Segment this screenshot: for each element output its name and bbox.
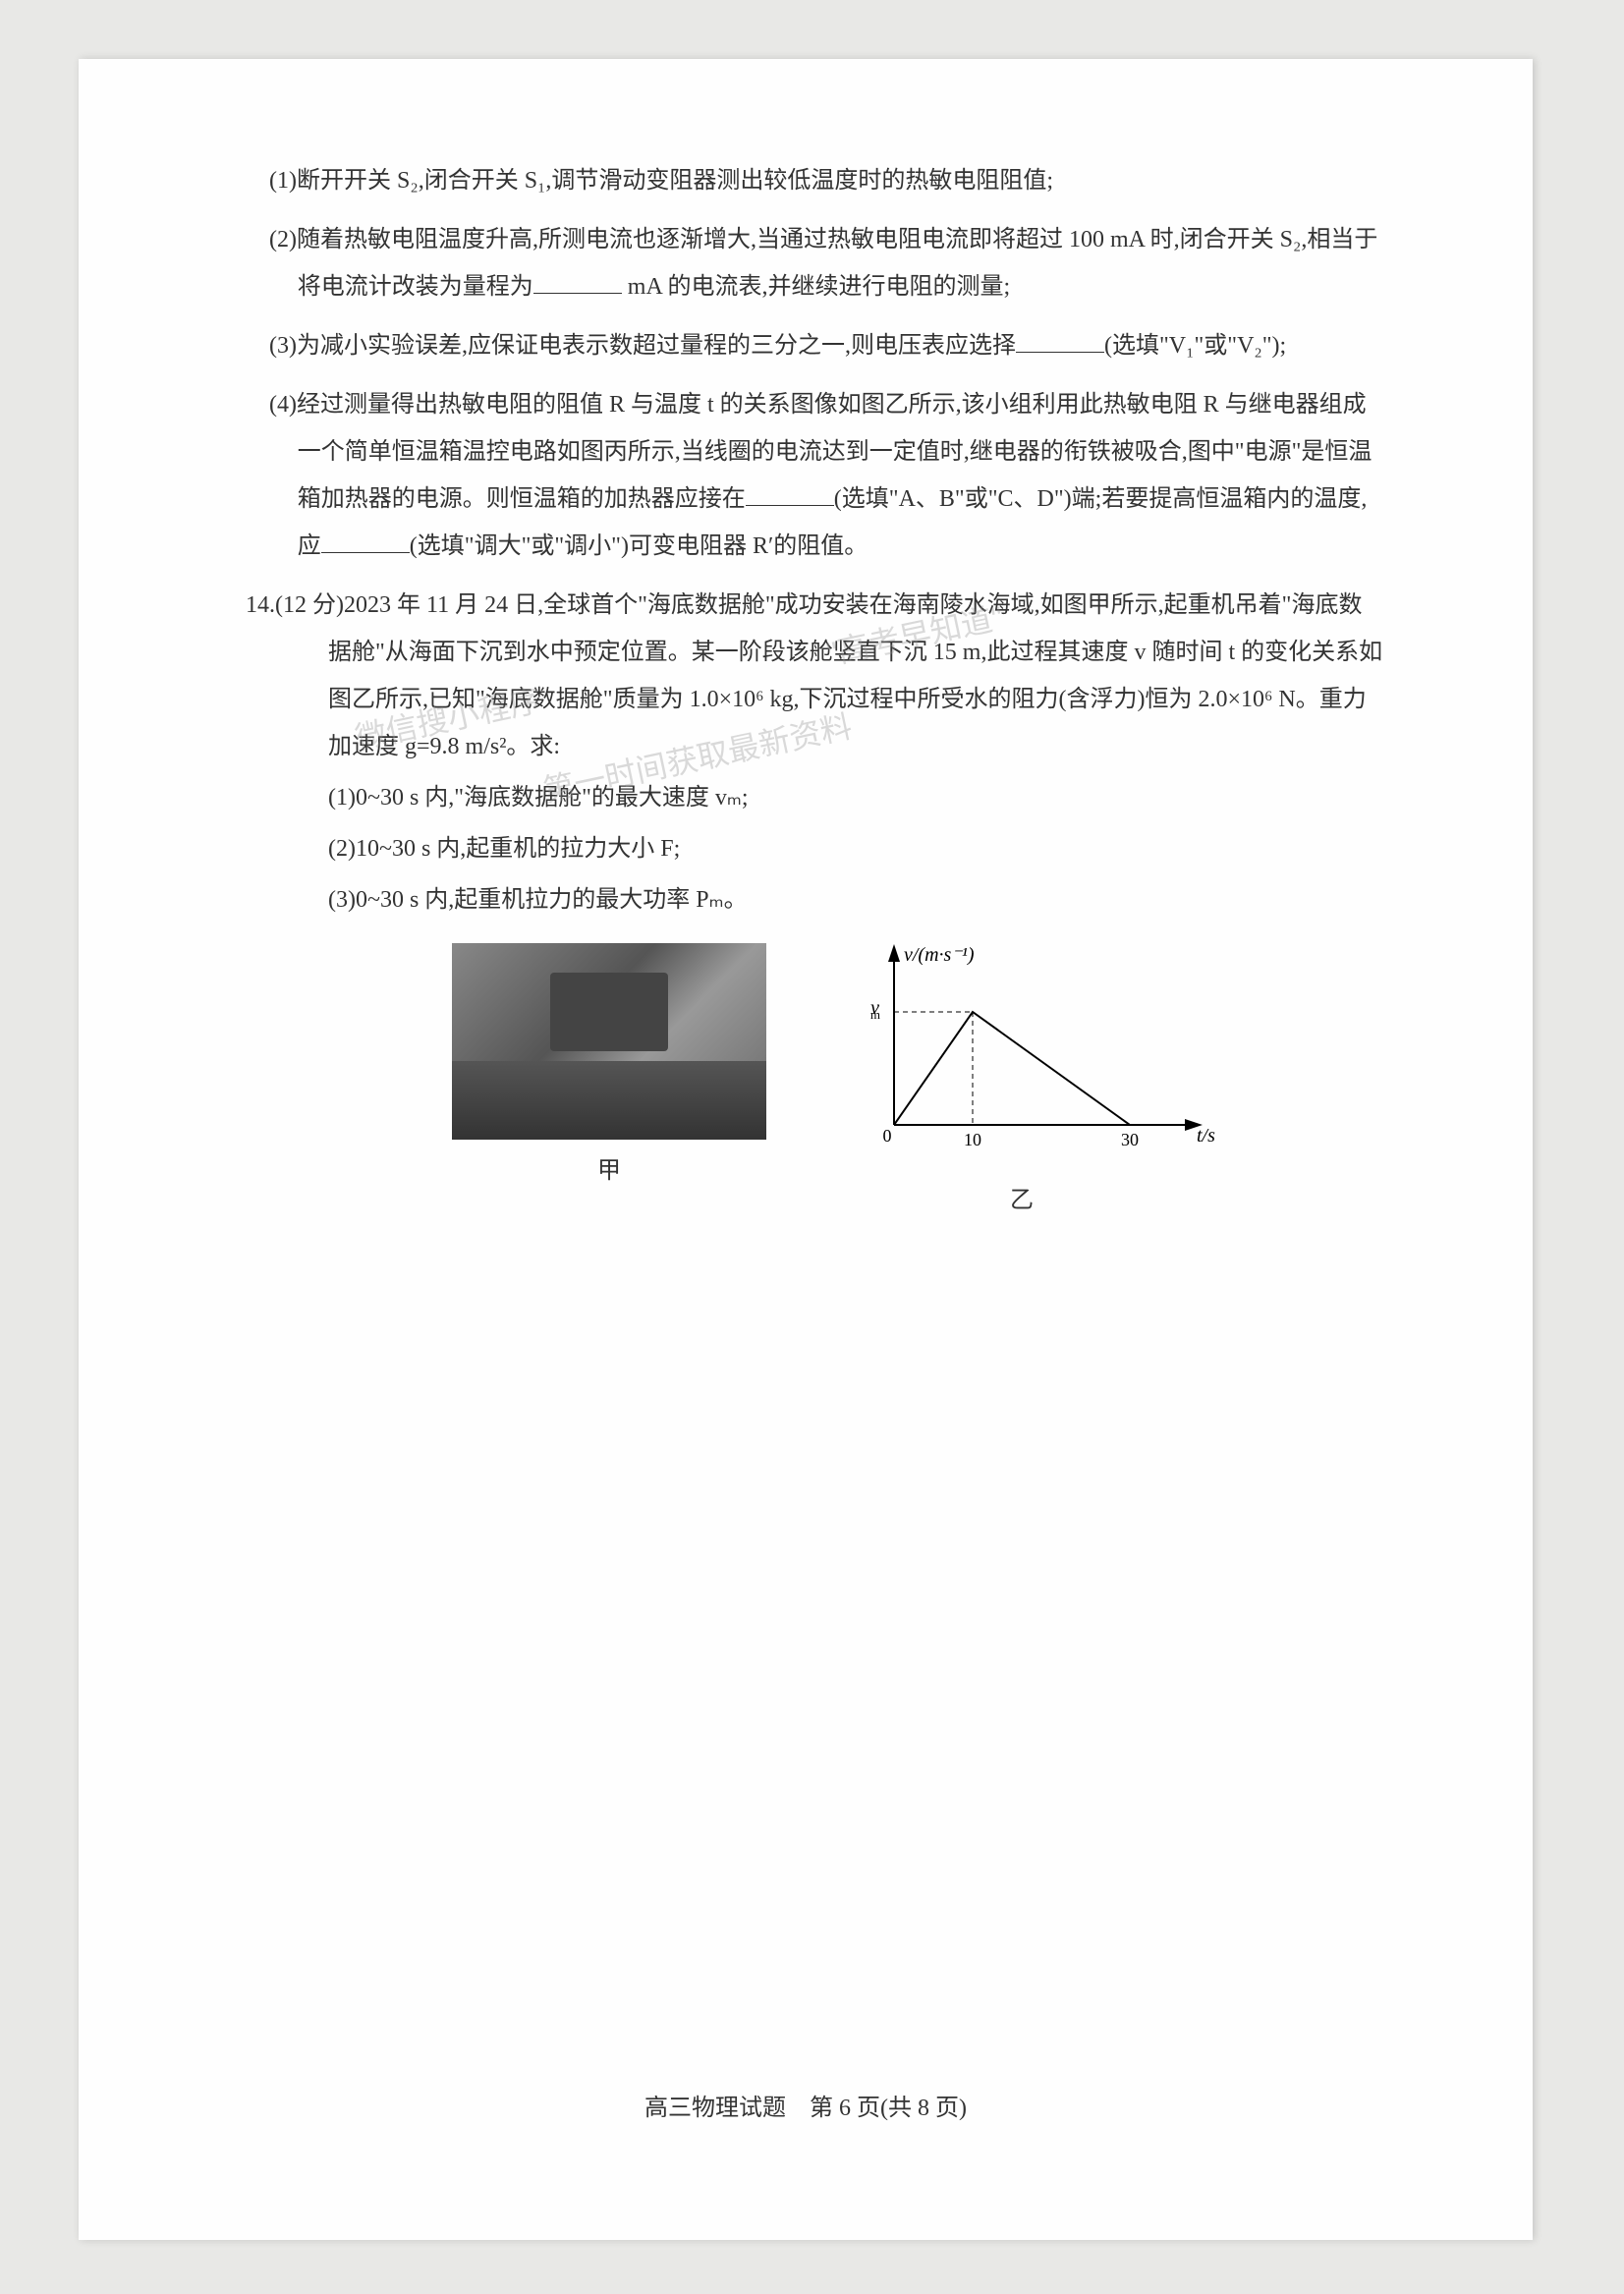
q13-item3-post: (选填"V₁"或"V₂"); [1104,333,1286,359]
figure-chart: v m 0 10 30 t/s v/(m·s⁻¹) 乙 [825,943,1218,1224]
blank-voltmeter [1016,329,1104,353]
exam-page: (1)断开开关 S₂,闭合开关 S₁,调节滑动变阻器测出较低温度时的热敏电阻阻值… [79,59,1533,2240]
q13-item1-text: (1)断开开关 S₂,闭合开关 S₁,调节滑动变阻器测出较低温度时的热敏电阻阻值… [269,168,1053,194]
q14-sub1: (1)0~30 s 内,"海底数据舱"的最大速度 vₘ; [328,774,1385,821]
velocity-time-chart: v m 0 10 30 t/s v/(m·s⁻¹) [825,943,1218,1169]
q13-item2: (2)随着热敏电阻温度升高,所测电流也逐渐增大,当通过热敏电阻电流即将超过 10… [246,216,1385,310]
content-area: (1)断开开关 S₂,闭合开关 S₁,调节滑动变阻器测出较低温度时的热敏电阻阻值… [79,59,1533,1244]
chart-label: 乙 [825,1177,1218,1224]
q13-item4-post: (选填"调大"或"调小")可变电阻器 R′的阻值。 [410,533,868,559]
photo-label: 甲 [452,1147,766,1195]
q13-item1: (1)断开开关 S₂,闭合开关 S₁,调节滑动变阻器测出较低温度时的热敏电阻阻值… [246,157,1385,204]
q14-points: (12 分) [275,592,344,618]
q14: 14.(12 分)2023 年 11 月 24 日,全球首个"海底数据舱"成功安… [246,582,1385,923]
page-footer: 高三物理试题 第 6 页(共 8 页) [79,2088,1533,2122]
q14-sub2: (2)10~30 s 内,起重机的拉力大小 F; [328,825,1385,872]
blank-mA [533,270,622,294]
q13-item3: (3)为减小实验误差,应保证电表示数超过量程的三分之一,则电压表应选择 (选填"V… [246,322,1385,369]
svg-text:m: m [870,1007,880,1022]
blank-adjust [321,530,410,553]
q13-item2-unit: mA 的电流表,并继续进行电阻的测量; [622,274,1010,300]
chart-ylabel: v/(m·s⁻¹) [904,944,975,966]
q14-intro: 2023 年 11 月 24 日,全球首个"海底数据舱"成功安装在海南陵水海域,… [328,592,1382,759]
chart-xlabel: t/s [1197,1125,1215,1147]
q13-item4: (4)经过测量得出热敏电阻的阻值 R 与温度 t 的关系图像如图乙所示,该小组利… [246,381,1385,570]
chart-tick-10: 10 [964,1130,981,1149]
figures-row: 甲 [246,943,1385,1224]
q14-number: 14. [246,592,275,618]
chart-tick-30: 30 [1121,1130,1139,1149]
q13-item3-pre: (3)为减小实验误差,应保证电表示数超过量程的三分之一,则电压表应选择 [269,333,1016,359]
chart-tick-0: 0 [883,1126,892,1146]
q14-sub3: (3)0~30 s 内,起重机拉力的最大功率 Pₘ。 [328,876,1385,923]
figure-photo: 甲 [452,943,766,1195]
blank-terminal [746,482,834,506]
photo-placeholder [452,943,766,1140]
